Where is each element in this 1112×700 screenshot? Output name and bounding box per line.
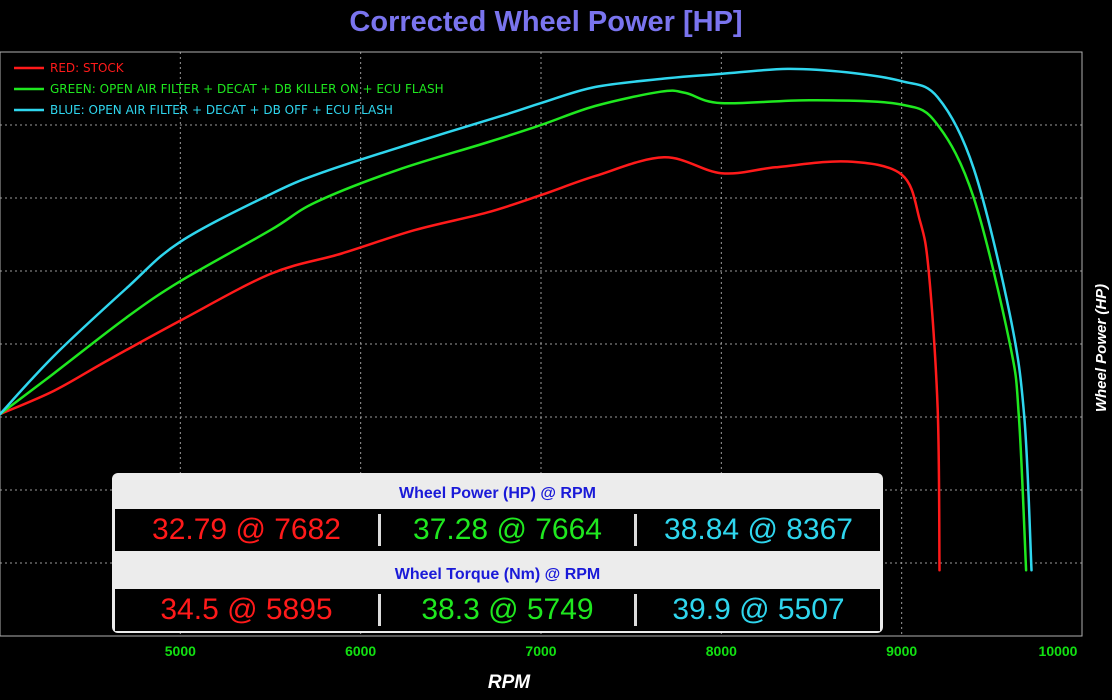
legend-entry-green: GREEN: OPEN AIR FILTER + DECAT + DB KILL… [50,82,444,96]
torque-value-green: 38.3 @ 5749 [421,593,594,626]
series-line-blue [0,67,1033,572]
x-tick-label: 5000 [165,643,196,659]
legend-entry-blue: BLUE: OPEN AIR FILTER + DECAT + DB OFF +… [50,103,393,117]
divider [378,514,381,546]
torque-value-stock: 34.5 @ 5895 [160,593,333,626]
legend-entry-stock: RED: STOCK [50,61,125,75]
power-value-stock: 32.79 @ 7682 [152,513,341,546]
x-tick-labels: 5000 6000 7000 8000 9000 10000 [165,643,1078,659]
power-value-green: 37.28 @ 7664 [413,513,602,546]
power-header: Wheel Power (HP) @ RPM [399,485,596,502]
series-line-green [0,89,1028,572]
power-value-blue: 38.84 @ 8367 [664,513,853,546]
chart-title: Corrected Wheel Power [HP] [349,6,742,38]
x-tick-label: 7000 [525,643,556,659]
x-tick-label: 8000 [706,643,737,659]
power-row: 32.79 @ 7682 37.28 @ 7664 38.84 @ 8367 [115,509,880,551]
x-tick-label: 6000 [345,643,376,659]
x-tick-label: 9000 [886,643,917,659]
legend: RED: STOCK GREEN: OPEN AIR FILTER + DECAT… [14,61,444,117]
torque-value-blue: 39.9 @ 5507 [672,593,845,626]
divider [378,594,381,626]
divider [634,514,637,546]
torque-header: Wheel Torque (Nm) @ RPM [394,566,601,583]
x-axis-label: RPM [488,672,531,693]
y-axis-label: Wheel Power (HP) [1093,284,1110,412]
summary-table: Wheel Power (HP) @ RPM 32.79 @ 7682 37.2… [112,473,883,633]
x-tick-label: 10000 [1039,643,1078,659]
plot-frame [0,51,1083,637]
series-lines [0,67,1033,572]
series-line-stock [0,156,941,572]
divider [634,594,637,626]
torque-row: 34.5 @ 5895 38.3 @ 5749 39.9 @ 5507 [115,589,880,631]
